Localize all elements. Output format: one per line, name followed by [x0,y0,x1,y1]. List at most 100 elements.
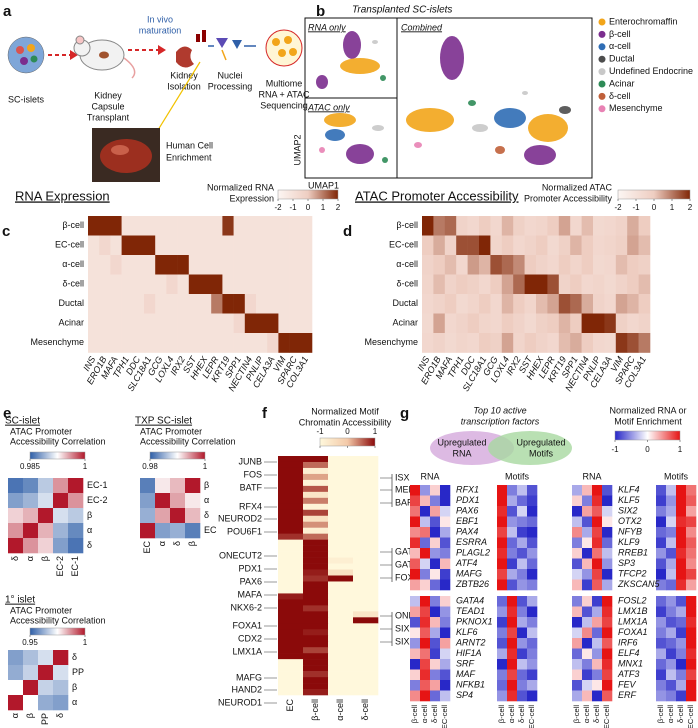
heatmap-cell [527,558,538,570]
heatmap-cell [177,216,190,236]
heatmap-cell [572,648,583,660]
heatmap-cell [444,235,457,256]
heatmap-cell [278,665,304,672]
gene-label: GATA4 [456,596,484,606]
venn-label: Upregulated [516,437,565,447]
heatmap-cell [582,596,593,607]
heatmap-cell [144,313,156,334]
heatmap-cell [353,641,379,648]
heatmap-cell [490,333,503,353]
heatmap-cell [430,516,441,528]
gene-label: NFKB1 [456,680,485,690]
heatmap-cell [592,596,603,607]
heatmap-cell [593,216,605,236]
heatmap-cell [278,235,290,256]
heatmap-cell [666,669,677,681]
heatmap-cell [666,596,677,607]
column-label: β-cell [656,705,665,723]
heatmap-cell [497,659,508,670]
heatmap-cell [513,274,525,295]
heatmap-cell [99,255,111,275]
heatmap-cell [410,548,421,559]
motif-label: MAFA [237,589,262,599]
heatmap-cell [527,516,538,528]
column-label: β [187,541,197,546]
heatmap-cell [686,638,697,649]
venn-label: Upregulated [437,437,486,447]
heatmap-cell [513,216,525,236]
heatmap-cell [440,506,451,517]
legend-swatch [598,80,606,88]
heatmap-cell [497,638,508,649]
heatmap-cell [144,216,156,236]
heatmap-cell [444,313,457,334]
heatmap-cell [517,617,528,628]
colorbar-tick-label: 1 [670,203,675,212]
heatmap-cell [479,255,491,275]
heatmap-cell [593,274,605,295]
heatmap-cell [121,274,134,295]
gene-label: ESRRA [456,537,487,547]
sc-islets-icon [7,36,45,74]
heatmap-cell [507,516,518,528]
heatmap-cell [676,659,687,670]
heatmap-cell [527,596,538,607]
heatmap-cell [558,313,571,334]
heatmap-cell [527,606,538,618]
heatmap-cell [303,647,329,654]
heatmap-cell [497,648,508,660]
heatmap-cell [144,255,156,275]
gene-label: IRF6 [618,638,638,648]
heatmap-cell [582,495,593,507]
heatmap-cell [328,461,354,469]
heatmap-cell [676,548,687,559]
heatmap-cell [256,274,268,295]
heatmap-cell [592,680,603,691]
heatmap-cell [497,495,508,507]
heatmap-cell [300,235,313,256]
heatmap-cell [328,503,354,511]
heatmap-cell [328,563,354,570]
heatmap-cell [440,669,451,681]
legend-swatch [598,43,606,51]
heatmap-cell [88,294,100,314]
heatmap-cell [303,689,329,696]
heatmap-cell [200,235,212,256]
motif-label: SIX1 [395,623,415,633]
heatmap-cell [328,467,354,475]
heatmap-cell [517,495,528,507]
gene-label: ERF [618,690,637,700]
heatmap-cell [592,537,603,549]
heatmap-cell [177,333,190,353]
heatmap-cell [490,235,503,256]
heatmap-cell [222,255,234,275]
column-label: EC-2 [55,556,65,577]
heatmap-cell [572,527,583,538]
heatmap-cell [420,548,431,559]
heatmap-cell [121,255,134,275]
heatmap-cell [507,669,518,681]
column-label: PP [40,713,50,725]
mouse-icon [73,35,136,79]
heatmap-cell [166,294,178,314]
column-label: β-cell [572,705,581,723]
heatmap-cell [604,255,617,275]
heatmap-cell [278,677,304,684]
heatmap-cell [53,478,69,494]
column-label: α-cell [420,705,429,723]
heatmap-cell [666,569,677,580]
heatmap-cell [604,235,617,256]
heatmap-cell [513,294,525,314]
step-label: maturation [139,25,182,35]
heatmap-cell [420,485,431,496]
row-label: Ductal [392,298,418,308]
heatmap-cell [289,313,302,334]
heatmap-cell [166,333,178,353]
step-label: SC-islets [8,94,45,104]
heatmap-cell [278,587,304,594]
heatmap-cell [244,294,257,314]
heatmap-cell [353,551,379,558]
heatmap-cell [547,294,560,314]
heatmap-cell [440,569,451,580]
heatmap-cell [602,638,613,649]
